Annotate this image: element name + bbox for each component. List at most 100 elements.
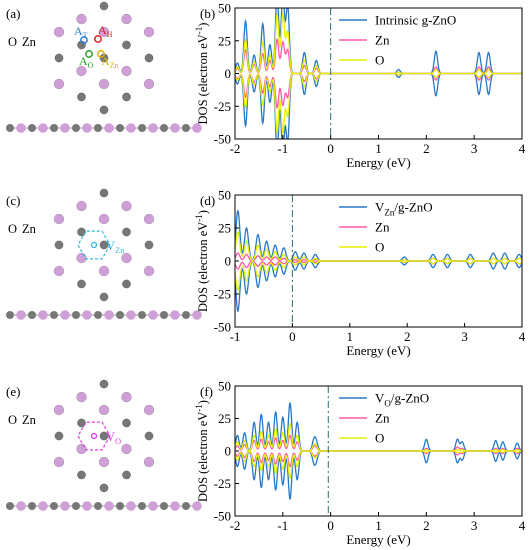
site-subscript: T (83, 31, 88, 40)
zn-atom (76, 252, 87, 264)
site-subscript: O (88, 61, 94, 70)
o-atom-side (50, 124, 58, 132)
zn-atom-side (192, 310, 202, 320)
legend-text: V (375, 200, 385, 215)
vacancy-outline (77, 421, 111, 451)
zn-atom (53, 265, 65, 277)
y-axis-label: DOS (electron eV-1) (194, 400, 210, 502)
y-axis-label-main: DOS (electron eV (196, 222, 210, 312)
zn-atom-side (126, 310, 136, 320)
series-group (235, 8, 522, 139)
x-tick-label: -2 (230, 518, 241, 533)
adsorption-site-marker (97, 50, 105, 58)
y-tick-label: -50 (214, 509, 231, 524)
zn-atom-side (170, 123, 180, 133)
x-tick-label: 4 (519, 518, 526, 533)
y-tick-label: 0 (225, 254, 232, 269)
label-o: O (8, 413, 17, 427)
y-tick-label: -50 (214, 320, 231, 335)
site-letter: A (101, 54, 110, 68)
series-group (235, 402, 522, 500)
zn-atom-side (38, 310, 48, 320)
legend-entry-zn: Zn (375, 411, 390, 426)
panel-tag: (b) (200, 6, 215, 21)
zn-atom (53, 404, 65, 416)
zn-atom (121, 443, 132, 455)
o-atom-side (160, 311, 168, 319)
o-atom (122, 279, 131, 289)
y-tick-label: 0 (225, 444, 232, 459)
o-atom (122, 418, 131, 428)
o-atom-side (28, 124, 36, 132)
o-atom (99, 431, 109, 441)
x-tick-label: 3 (461, 329, 468, 344)
o-atom-side (94, 124, 102, 132)
vacancy-label: VZn (106, 239, 125, 255)
x-tick-label: 0 (327, 141, 334, 156)
adsorption-site-marker (85, 50, 93, 58)
x-tick-label: 2 (423, 141, 430, 156)
zn-atom (143, 26, 155, 38)
zn-atom-side (148, 123, 158, 133)
zn-atom (98, 456, 110, 468)
zn-atom-side (170, 501, 180, 511)
legend-entry-zn: Zn (375, 220, 390, 235)
x-tick-label: 1 (375, 141, 382, 156)
y-axis-label: DOS (electron eV-1) (194, 23, 210, 125)
panel-tag: (c) (6, 193, 20, 208)
y-tick-label: -25 (214, 287, 231, 302)
x-tick-label: 4 (519, 141, 526, 156)
o-atom-side (6, 502, 14, 510)
x-tick-label: -1 (277, 141, 288, 156)
zn-atom (121, 391, 132, 403)
o-atom (54, 53, 64, 63)
zn-atom-side (126, 123, 136, 133)
o-atom (99, 292, 109, 302)
adsorption-site-marker (94, 35, 102, 43)
zn-atom (76, 13, 87, 25)
zn-atom-side (60, 123, 70, 133)
zn-atom-side (16, 310, 26, 320)
zn-atom (76, 443, 87, 455)
o-atom (54, 431, 64, 441)
o-atom-side (182, 502, 190, 510)
site-letter: A (79, 54, 88, 68)
zn-atom-side (104, 123, 114, 133)
x-tick-label: 0 (327, 518, 334, 533)
x-axis-label: Energy (eV) (346, 343, 410, 358)
o-atom-side (138, 502, 146, 510)
zn-atom-side (126, 501, 136, 511)
label-o: O (8, 35, 17, 49)
o-atom (77, 92, 86, 102)
dos-chart-f: -2 -1 0 1 2 3 4 -50 -25 0 25 50 Energy (eV) DOS (elec… (194, 379, 526, 548)
zn-atom (98, 404, 110, 416)
o-atom-side (94, 502, 102, 510)
x-tick-label: 2 (423, 518, 430, 533)
zn-atom (53, 456, 65, 468)
x-axis-label: Energy (eV) (346, 532, 410, 547)
o-atom (122, 227, 131, 237)
o-atom (144, 431, 154, 441)
o-atom-side (50, 502, 58, 510)
vacancy-subscript: Zn (115, 245, 125, 255)
y-axis-label-close: ) (196, 23, 210, 27)
legend-text: Zn (375, 411, 390, 426)
o-atom (122, 92, 131, 102)
zn-atom (121, 252, 132, 264)
zn-atom (143, 404, 155, 416)
zn-atom-side (82, 123, 92, 133)
x-tick-label: 3 (471, 141, 478, 156)
x-tick-label: 1 (375, 518, 382, 533)
legend-text: Zn (375, 220, 390, 235)
zn-atom (53, 78, 65, 90)
site-subscript: Zn (110, 61, 119, 70)
o-atom (99, 379, 109, 389)
o-atom-side (116, 502, 124, 510)
zn-atom-side (192, 123, 202, 133)
zn-atom (143, 456, 155, 468)
y-axis-label-superscript: -1 (194, 404, 204, 412)
series-zn-spin-down (235, 72, 522, 110)
zn-atom-side (148, 501, 158, 511)
